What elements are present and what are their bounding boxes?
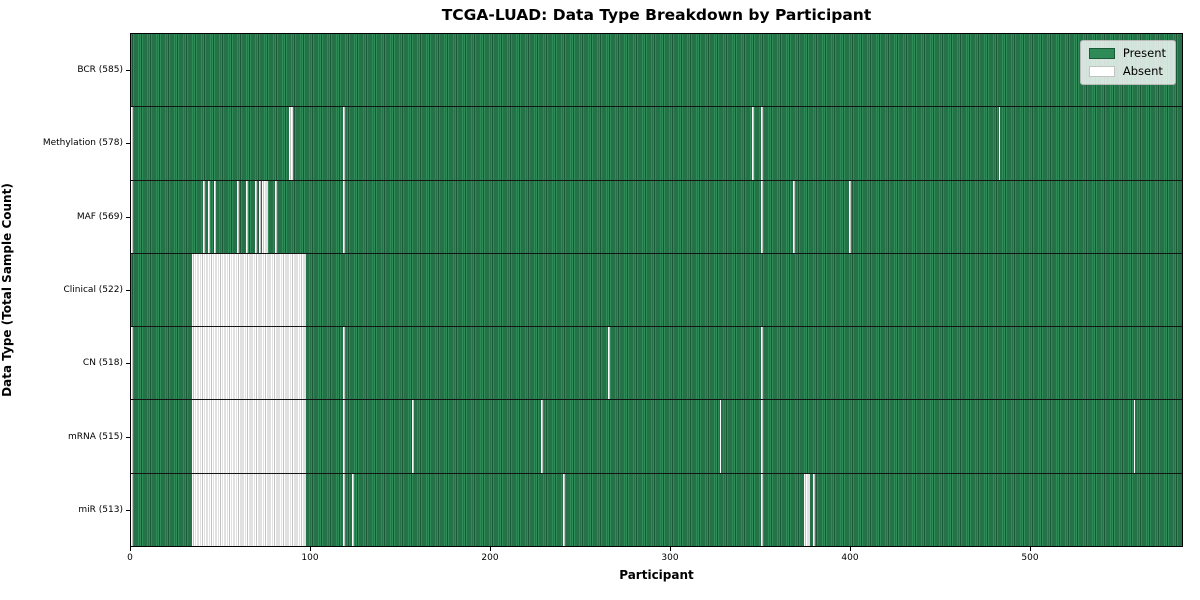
absent-stripe	[262, 180, 268, 253]
rows-container	[131, 34, 1182, 546]
absent-stripe	[793, 180, 796, 253]
row-cn	[131, 327, 1182, 401]
absent-stripe	[289, 107, 293, 180]
y-tick-mark	[126, 510, 130, 512]
x-tick-mark	[670, 547, 671, 551]
absent-stripe	[343, 400, 346, 473]
absent-stripe	[352, 473, 355, 546]
absent-stripe	[541, 400, 544, 473]
absent-stripe	[192, 400, 306, 473]
y-tick-label: CN (518)	[82, 358, 123, 369]
legend: Present Absent	[1079, 40, 1176, 85]
legend-label-absent: Absent	[1122, 64, 1163, 78]
absent-stripe	[131, 400, 133, 473]
absent-stripe	[275, 180, 277, 253]
absent-stripe	[813, 473, 815, 546]
row-methylation	[131, 107, 1182, 181]
present-swatch-icon	[1088, 48, 1115, 59]
absent-stripe	[131, 473, 133, 546]
absent-stripe	[246, 180, 248, 253]
y-tick-mark	[126, 363, 130, 365]
row-mir	[131, 473, 1182, 546]
absent-stripe	[804, 473, 810, 546]
x-tick-mark	[1030, 547, 1031, 551]
row-mrna	[131, 400, 1182, 474]
x-tick-label: 500	[1021, 553, 1039, 563]
absent-stripe	[258, 180, 261, 253]
absent-stripe	[411, 400, 414, 473]
absent-stripe	[849, 180, 851, 253]
y-tick-label: MAF (569)	[76, 211, 123, 222]
x-tick-label: 0	[127, 553, 133, 563]
y-tick-label: miR (513)	[78, 505, 123, 516]
x-tick-label: 200	[481, 553, 499, 563]
y-tick-label: mRNA (515)	[68, 431, 123, 442]
absent-stripe	[343, 107, 346, 180]
x-tick-mark	[850, 547, 851, 551]
absent-stripe	[761, 473, 763, 546]
absent-stripe	[131, 180, 133, 253]
legend-item-present: Present	[1088, 46, 1166, 60]
absent-stripe	[192, 327, 306, 400]
x-tick-label: 100	[301, 553, 319, 563]
legend-item-absent: Absent	[1088, 64, 1166, 78]
x-axis-label: Participant	[619, 568, 694, 582]
absent-stripe	[208, 180, 211, 253]
absent-stripe	[998, 107, 1001, 180]
y-tick-mark	[126, 290, 130, 291]
absent-stripe	[131, 327, 133, 400]
absent-stripe	[761, 400, 763, 473]
absent-swatch-icon	[1088, 66, 1115, 77]
y-tick-mark	[126, 69, 130, 71]
absent-stripe	[131, 107, 133, 180]
absent-stripe	[343, 180, 346, 253]
absent-stripe	[761, 327, 763, 400]
absent-stripe	[761, 180, 763, 253]
absent-stripe	[255, 180, 257, 253]
x-tick-mark	[490, 547, 491, 551]
row-maf	[131, 180, 1182, 254]
y-tick-mark	[126, 216, 130, 218]
y-tick-label: Methylation (578)	[42, 138, 123, 149]
y-tick-mark	[126, 436, 130, 438]
legend-label-present: Present	[1122, 46, 1166, 60]
absent-stripe	[192, 473, 306, 546]
absent-stripe	[719, 400, 722, 473]
y-tick-label: BCR (585)	[77, 64, 123, 75]
plot-area: Present Absent	[130, 33, 1183, 547]
absent-stripe	[608, 327, 610, 400]
absent-stripe	[203, 180, 205, 253]
x-tick-label: 300	[661, 553, 679, 563]
chart-title: TCGA-LUAD: Data Type Breakdown by Partic…	[441, 6, 872, 24]
absent-stripe	[192, 253, 306, 327]
row-clinical	[131, 253, 1182, 328]
absent-stripe	[563, 473, 565, 546]
absent-stripe	[1133, 400, 1136, 473]
y-tick-mark	[126, 143, 130, 145]
row-bcr	[131, 34, 1182, 108]
x-tick-label: 400	[841, 553, 859, 563]
absent-stripe	[343, 473, 346, 546]
absent-stripe	[752, 107, 754, 180]
x-tick-mark	[310, 547, 311, 551]
absent-stripe	[343, 327, 346, 400]
absent-stripe	[237, 180, 239, 253]
absent-stripe	[213, 180, 216, 253]
absent-stripe	[761, 107, 763, 180]
y-tick-label: Clinical (522)	[63, 285, 123, 295]
x-tick-mark	[130, 547, 131, 551]
